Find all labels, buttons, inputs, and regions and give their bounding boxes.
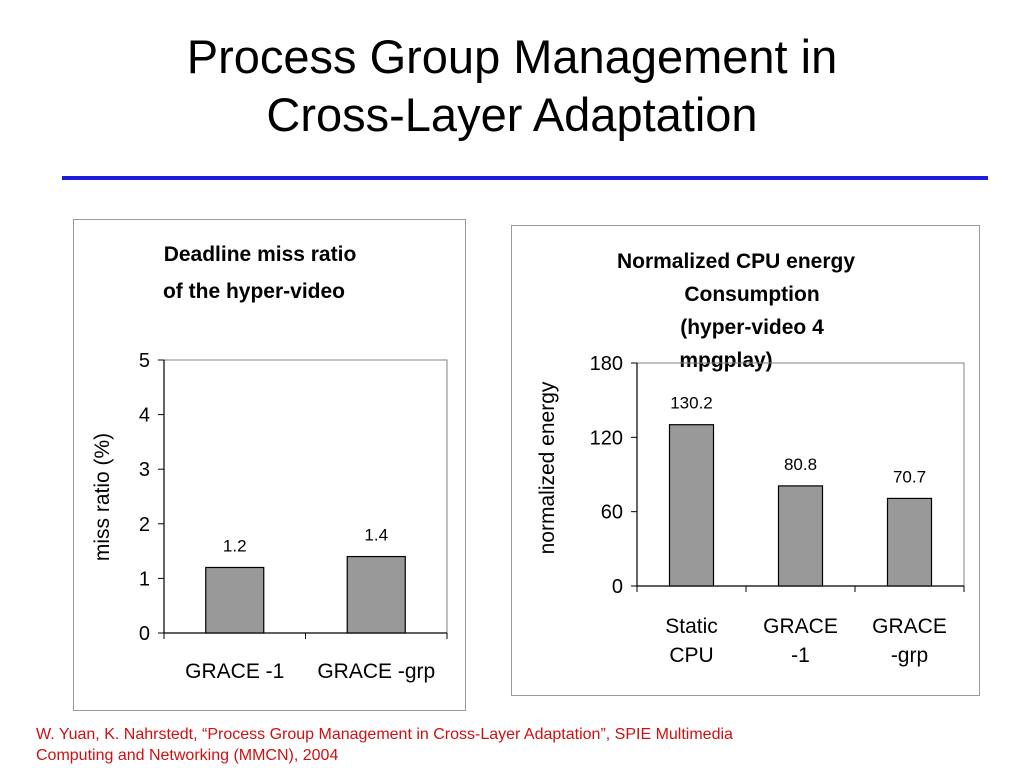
- y-axis-label: miss ratio (%): [91, 433, 114, 561]
- bar-value-label: 130.2: [670, 394, 713, 413]
- title-divider: [62, 176, 988, 180]
- chart-title-line: Normalized CPU energy: [617, 250, 855, 273]
- y-tick-label: 60: [601, 502, 623, 524]
- chart-title-line: Deadline miss ratio: [164, 243, 357, 266]
- chart-title-line: mpgplay): [679, 349, 772, 372]
- x-category-label: GRACE: [763, 615, 838, 638]
- bar: [668, 424, 715, 587]
- bar-value-label: 80.8: [784, 455, 817, 474]
- x-category-label: Static: [665, 615, 718, 638]
- y-tick-label: 0: [612, 576, 623, 598]
- bar: [205, 566, 265, 634]
- miss-ratio-chart-panel: Deadline miss ratio of the hyper-video 0 1 2…: [73, 219, 466, 711]
- bar-value-label: 70.7: [893, 467, 926, 486]
- y-tick-label: 5: [139, 350, 150, 372]
- energy-chart-panel: Normalized CPU energy Consumption (hyper-v…: [511, 225, 980, 696]
- x-category-label: -1: [791, 644, 810, 667]
- x-category-label: GRACE: [872, 615, 947, 638]
- slide-title-line-2: Cross-Layer Adaptation: [266, 88, 758, 141]
- x-category-label: GRACE -grp: [317, 660, 435, 683]
- y-tick-label: 0: [139, 623, 150, 645]
- miss-ratio-chart: Deadline miss ratio of the hyper-video 0 1 2…: [91, 243, 448, 683]
- y-tick-label: 1: [139, 568, 150, 590]
- citation: W. Yuan, K. Nahrstedt, “Process Group Ma…: [36, 724, 996, 766]
- energy-chart: Normalized CPU energy Consumption (hyper-v…: [536, 250, 965, 667]
- slide-title: Process Group Management in Cross-Layer …: [40, 28, 984, 144]
- y-tick-label: 120: [590, 427, 623, 449]
- x-category-label: GRACE -1: [185, 660, 284, 683]
- chart-title-line: Consumption: [684, 283, 819, 306]
- y-tick-label: 180: [590, 353, 623, 375]
- chart-title-line: of the hyper-video: [163, 280, 345, 303]
- citation-line-2: Computing and Networking (MMCN), 2004: [36, 747, 339, 764]
- chart-title-line: (hyper-video 4: [680, 316, 824, 339]
- slide-title-line-1: Process Group Management in: [186, 30, 838, 83]
- y-tick-label: 3: [139, 459, 150, 481]
- bar-value-label: 1.2: [223, 536, 247, 555]
- y-axis-label: normalized energy: [536, 381, 559, 554]
- bar: [886, 497, 933, 587]
- bar: [346, 555, 406, 634]
- bar-value-label: 1.4: [364, 526, 388, 545]
- y-tick-label: 2: [139, 514, 150, 536]
- citation-line-1: W. Yuan, K. Nahrstedt, “Process Group Ma…: [36, 726, 733, 743]
- y-tick-label: 4: [139, 405, 150, 427]
- bar: [777, 485, 824, 587]
- x-category-label: CPU: [669, 644, 713, 667]
- x-category-label: -grp: [891, 644, 928, 667]
